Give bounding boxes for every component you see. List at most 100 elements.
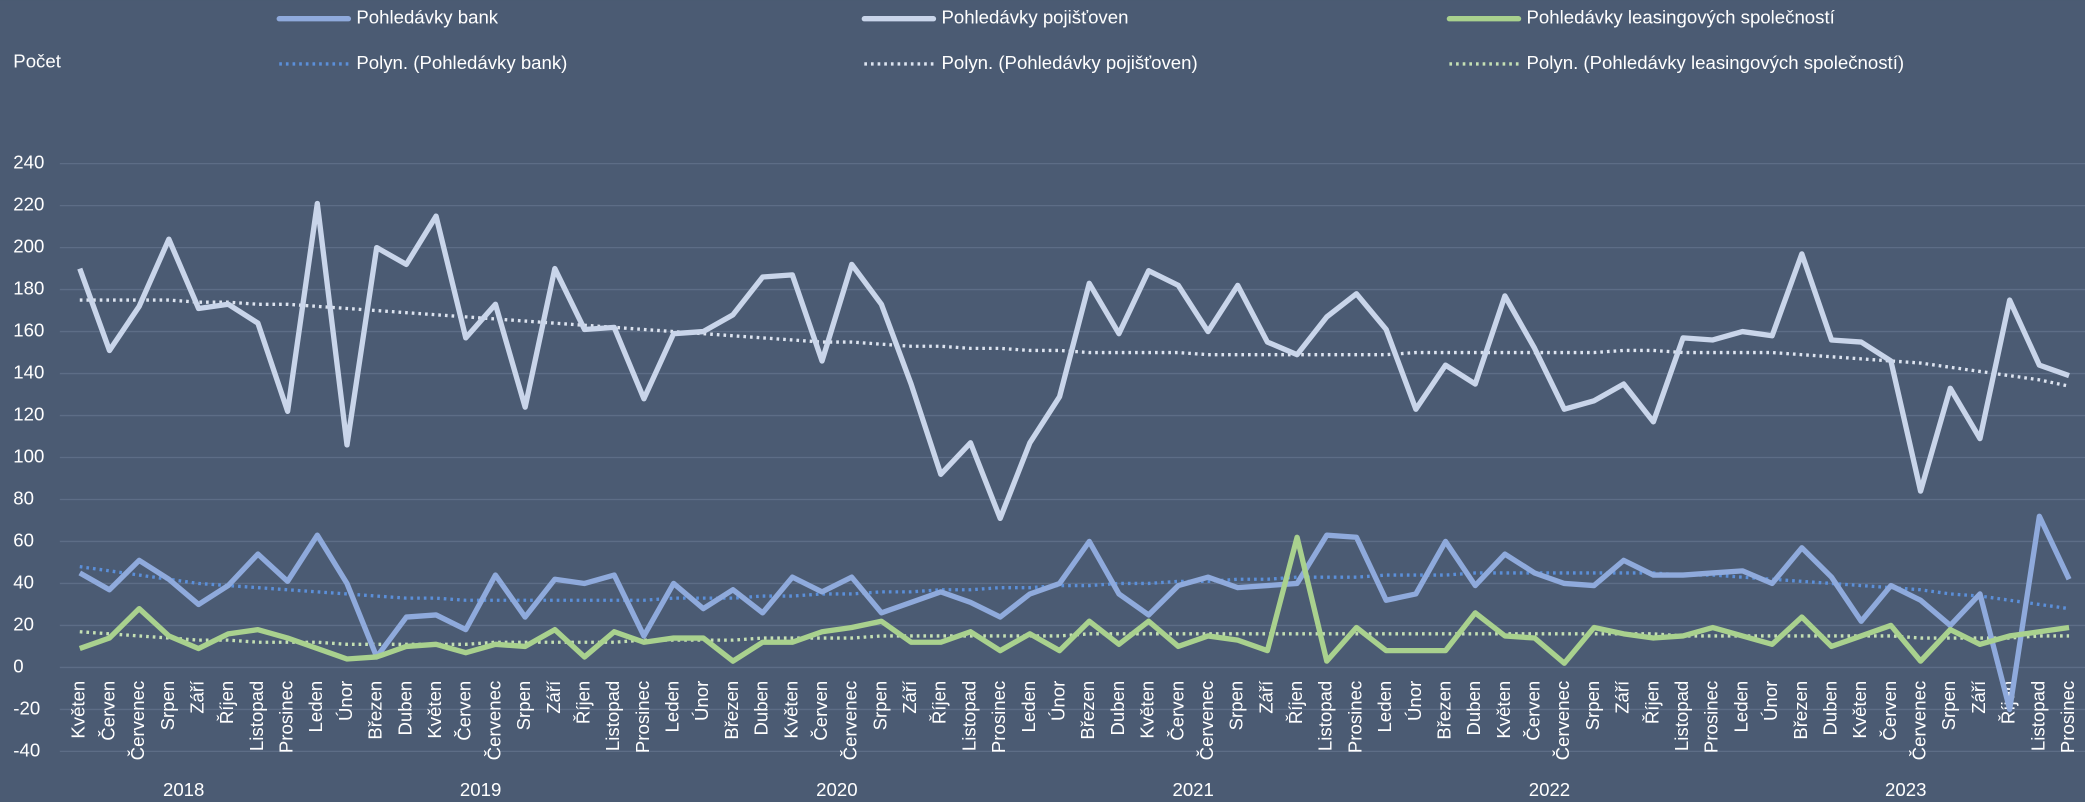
- x-tick-label: Září: [1968, 680, 1989, 714]
- x-tick-label: Leden: [305, 681, 326, 733]
- x-tick-label: Prosinec: [632, 681, 653, 753]
- x-tick-label: Listopad: [2027, 681, 2048, 751]
- x-tick-label: Červenec: [1552, 681, 1573, 761]
- legend-label: Pohledávky pojišťoven: [941, 7, 1128, 28]
- year-label: 2018: [163, 779, 204, 800]
- x-tick-label: Květen: [1137, 681, 1158, 739]
- x-tick-label: Únor: [1760, 681, 1781, 721]
- y-tick-label: 120: [13, 403, 44, 424]
- x-tick-label: Červenec: [1196, 681, 1217, 761]
- x-tick-label: Březen: [1790, 681, 1811, 740]
- x-tick-label: Prosinec: [276, 681, 297, 753]
- year-label: 2019: [460, 779, 501, 800]
- y-tick-label: 140: [13, 361, 44, 382]
- x-tick-label: Leden: [662, 681, 683, 733]
- y-tick-label: 240: [13, 152, 44, 173]
- series-line: [78, 513, 2072, 713]
- x-tick-label: Listopad: [246, 681, 267, 751]
- legend-label: Polyn. (Pohledávky pojišťoven): [941, 52, 1197, 73]
- y-tick-label: 200: [13, 236, 44, 257]
- series-line: [77, 200, 2070, 522]
- x-tick-label: Září: [543, 680, 564, 714]
- x-tick-label: Prosinec: [2057, 681, 2078, 753]
- y-tick-label: 160: [13, 319, 44, 340]
- year-label: 2023: [1885, 779, 1926, 800]
- x-tick-label: Srpen: [869, 681, 890, 731]
- x-tick-label: Leden: [1730, 681, 1751, 733]
- legend-label: Pohledávky leasingových společností: [1527, 7, 1836, 28]
- x-tick-label: Srpen: [1938, 681, 1959, 731]
- y-tick-label: 60: [13, 529, 34, 550]
- x-tick-label: Únor: [691, 681, 712, 721]
- x-tick-label: Září: [1255, 680, 1276, 714]
- y-axis-label: Počet: [13, 51, 61, 72]
- x-tick-label: Listopad: [602, 681, 623, 751]
- x-tick-label: Leden: [1018, 681, 1039, 733]
- legend-label: Polyn. (Pohledávky leasingových společno…: [1527, 52, 1905, 73]
- x-tick-label: Listopad: [1671, 681, 1692, 751]
- year-label: 2020: [816, 779, 857, 800]
- y-tick-label: 40: [13, 571, 34, 592]
- x-tick-label: Květen: [1493, 681, 1514, 739]
- year-label: 2021: [1172, 779, 1213, 800]
- y-tick-label: -40: [13, 739, 40, 760]
- x-tick-label: Březen: [365, 681, 386, 740]
- x-tick-label: Červen: [1523, 681, 1544, 741]
- x-tick-label: Duben: [1463, 681, 1484, 736]
- x-tick-label: Červen: [810, 681, 831, 741]
- x-tick-label: Září: [1612, 680, 1633, 714]
- x-tick-label: Březen: [1077, 681, 1098, 740]
- trend-line: [79, 565, 2070, 611]
- y-tick-label: 180: [13, 278, 44, 299]
- x-tick-label: Duben: [751, 681, 772, 736]
- legend-label: Polyn. (Pohledávky bank): [356, 52, 567, 73]
- x-tick-label: Květen: [780, 681, 801, 739]
- x-tick-label: Prosinec: [988, 681, 1009, 753]
- legend-label: Pohledávky bank: [356, 7, 498, 28]
- x-tick-label: Září: [899, 680, 920, 714]
- x-tick-label: Únor: [1404, 681, 1425, 721]
- x-tick-label: Říjen: [929, 681, 950, 724]
- y-tick-label: 0: [13, 655, 23, 676]
- y-tick-label: 80: [13, 487, 34, 508]
- x-tick-label: Červen: [97, 681, 118, 741]
- y-tick-label: 20: [13, 613, 34, 634]
- x-tick-label: Listopad: [1315, 681, 1336, 751]
- x-tick-label: Červen: [1166, 681, 1187, 741]
- x-tick-label: Srpen: [1226, 681, 1247, 731]
- x-tick-label: Listopad: [958, 681, 979, 751]
- x-tick-label: Červenec: [483, 681, 504, 761]
- x-tick-label: Červenec: [840, 681, 861, 761]
- x-tick-label: Prosinec: [1701, 681, 1722, 753]
- x-tick-label: Srpen: [157, 681, 178, 731]
- x-tick-label: Červenec: [127, 681, 148, 761]
- y-tick-label: -20: [13, 697, 40, 718]
- x-tick-label: Únor: [335, 681, 356, 721]
- year-label: 2022: [1529, 779, 1570, 800]
- x-tick-label: Leden: [1374, 681, 1395, 733]
- x-tick-label: Srpen: [513, 681, 534, 731]
- y-tick-label: 220: [13, 194, 44, 215]
- x-tick-label: Květen: [68, 681, 89, 739]
- x-tick-label: Únor: [1047, 681, 1068, 721]
- x-tick-label: Říjen: [216, 681, 237, 724]
- x-tick-label: Březen: [721, 681, 742, 740]
- x-tick-label: Říjen: [572, 681, 593, 724]
- x-tick-label: Březen: [1433, 681, 1454, 740]
- x-tick-label: Květen: [424, 681, 445, 739]
- x-tick-label: Duben: [394, 681, 415, 736]
- x-tick-label: Květen: [1849, 681, 1870, 739]
- x-tick-label: Duben: [1107, 681, 1128, 736]
- x-tick-label: Červen: [454, 681, 475, 741]
- y-tick-label: 100: [13, 445, 44, 466]
- x-tick-label: Červen: [1879, 681, 1900, 741]
- series-line: [78, 534, 2070, 666]
- x-tick-label: Říjen: [1285, 681, 1306, 724]
- x-tick-label: Duben: [1819, 681, 1840, 736]
- x-tick-label: Srpen: [1582, 681, 1603, 731]
- x-tick-label: Prosinec: [1344, 681, 1365, 753]
- x-tick-label: Říjen: [1641, 681, 1662, 724]
- x-tick-label: Září: [186, 680, 207, 714]
